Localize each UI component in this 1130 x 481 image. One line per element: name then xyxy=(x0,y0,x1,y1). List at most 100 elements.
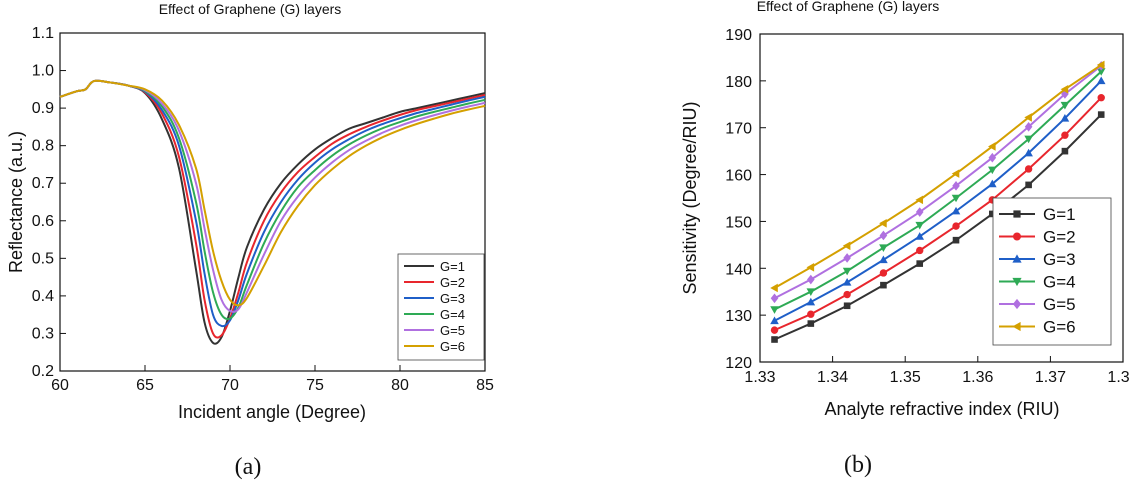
data-point-g4 xyxy=(770,306,779,314)
y-tick-label: 0.2 xyxy=(32,363,54,380)
data-point-g6 xyxy=(951,169,960,178)
data-point-g4 xyxy=(951,194,961,203)
legend-swatch-marker xyxy=(1012,277,1022,287)
data-point-g3 xyxy=(951,206,961,215)
data-point-g6 xyxy=(1024,113,1032,122)
data-point-g6 xyxy=(1060,84,1069,94)
x-tick-label: 1.33 xyxy=(744,369,775,386)
panel-a-legend: G=1G=2G=3G=4G=5G=6 xyxy=(397,253,485,361)
data-point-g2 xyxy=(1024,165,1033,173)
x-tick-label: 85 xyxy=(476,377,494,394)
panel-b-caption: (b) xyxy=(844,452,872,478)
data-point-g4 xyxy=(879,244,888,252)
legend-frame xyxy=(992,197,1112,346)
y-tick-label: 0.8 xyxy=(32,138,54,155)
panel-a-x-axis-label: Incident angle (Degree) xyxy=(178,402,366,422)
panel-b-legend: G=1 G=2 G=3 G=4 G=5 G=6 xyxy=(992,197,1112,346)
x-tick-label: 65 xyxy=(136,377,154,394)
data-point-g4 xyxy=(1024,135,1033,144)
data-point-g6 xyxy=(806,263,815,272)
data-point-g3 xyxy=(915,232,925,240)
panel-a-series xyxy=(59,79,486,345)
data-point-g2 xyxy=(1097,94,1105,102)
y-tick-label: 0.5 xyxy=(32,250,54,267)
data-point-g3 xyxy=(806,297,816,306)
legend-label: G=1 xyxy=(1043,205,1076,224)
y-tick-label: 1.1 xyxy=(32,25,54,42)
data-point-g1 xyxy=(916,260,924,267)
data-point-g1 xyxy=(843,302,851,310)
legend-label: G=3 xyxy=(440,291,465,306)
data-point-g1 xyxy=(989,210,996,218)
data-point-g3 xyxy=(1024,148,1033,157)
x-tick-label: 1.37 xyxy=(1035,369,1066,386)
data-point-g1 xyxy=(771,336,778,343)
y-tick-label: 180 xyxy=(725,74,752,91)
data-point-g6 xyxy=(842,241,851,251)
legend-swatch-marker xyxy=(1012,254,1022,263)
x-tick-label: 70 xyxy=(221,377,239,394)
data-point-g5 xyxy=(843,253,851,263)
legend-frame xyxy=(397,253,485,361)
panel-b-ticks: 1.33 1.34 1.35 1.36 1.37 1.38 120 130 140 150 160 1… xyxy=(725,27,1130,386)
data-point-g3 xyxy=(988,179,997,188)
panel-a-reflectance-chart: Effect of Graphene (G) layers 60 65 70 75 80… xyxy=(6,1,494,480)
y-tick-label: 0.3 xyxy=(32,325,54,342)
legend-swatch-marker xyxy=(1012,321,1021,332)
data-point-g1 xyxy=(1061,147,1069,155)
legend-label: G=6 xyxy=(1043,318,1076,337)
series-line-g6 xyxy=(774,64,1102,289)
data-point-g4 xyxy=(1060,101,1070,110)
y-tick-label: 0.7 xyxy=(32,175,54,192)
series-line-g6 xyxy=(59,79,486,307)
data-point-g1 xyxy=(880,281,887,289)
data-point-g1 xyxy=(1025,181,1032,189)
y-tick-label: 150 xyxy=(725,214,752,231)
data-point-g4 xyxy=(988,166,997,175)
y-tick-label: 140 xyxy=(725,261,752,278)
data-point-g3 xyxy=(1096,76,1106,85)
y-tick-label: 190 xyxy=(725,27,752,44)
series-line-g3 xyxy=(774,80,1102,322)
x-tick-label: 1.36 xyxy=(962,369,993,386)
legend-label: G=2 xyxy=(440,275,465,290)
data-point-g3 xyxy=(770,316,779,325)
data-point-g2 xyxy=(1061,131,1069,139)
data-point-g6 xyxy=(770,283,778,293)
y-tick-label: 1.0 xyxy=(32,63,54,80)
data-point-g4 xyxy=(806,288,816,297)
legend-label: G=2 xyxy=(1043,228,1076,247)
data-point-g5 xyxy=(879,230,888,241)
legend-swatch-marker xyxy=(1012,298,1022,310)
y-tick-label: 120 xyxy=(725,355,752,372)
y-tick-label: 0.6 xyxy=(32,213,54,230)
data-point-g6 xyxy=(1096,60,1105,70)
panel-a-ticks: 60 65 70 75 80 85 0.2 0.3 0.4 0.5 0.6 0.7 0.8 0.9 1.0 1… xyxy=(32,25,494,394)
x-tick-label: 75 xyxy=(306,377,324,394)
legend-label: G=3 xyxy=(1043,250,1076,269)
data-point-g5 xyxy=(770,293,779,304)
panel-b-sensitivity-chart: Effect of Graphene (G) layers 1.33 1.34 1.… xyxy=(680,0,1130,478)
panel-b-y-axis-label: Sensitivity (Degree/RIU) xyxy=(680,101,700,294)
x-tick-label: 1.38 xyxy=(1107,369,1130,386)
data-point-g2 xyxy=(843,290,851,299)
legend-swatch-marker xyxy=(1013,210,1021,218)
series-line-g4 xyxy=(774,70,1102,311)
series-line-g1 xyxy=(774,113,1102,341)
data-point-g2 xyxy=(807,310,815,318)
data-point-g3 xyxy=(842,278,852,286)
data-point-g5 xyxy=(807,274,815,285)
panel-a-title: Effect of Graphene (G) layers xyxy=(159,1,342,17)
y-tick-label: 130 xyxy=(725,308,752,325)
data-point-g4 xyxy=(1096,68,1106,76)
legend-label: G=4 xyxy=(1043,273,1076,292)
legend-label: G=4 xyxy=(440,307,465,322)
panel-a-y-axis-label: Reflectance (a.u.) xyxy=(6,131,26,273)
legend-swatch-marker xyxy=(1013,232,1021,241)
panel-b-plot-frame xyxy=(759,33,1124,363)
y-tick-label: 0.9 xyxy=(32,100,54,117)
data-point-g5 xyxy=(915,207,924,217)
x-tick-label: 1.35 xyxy=(890,369,921,386)
data-point-g4 xyxy=(915,221,925,230)
